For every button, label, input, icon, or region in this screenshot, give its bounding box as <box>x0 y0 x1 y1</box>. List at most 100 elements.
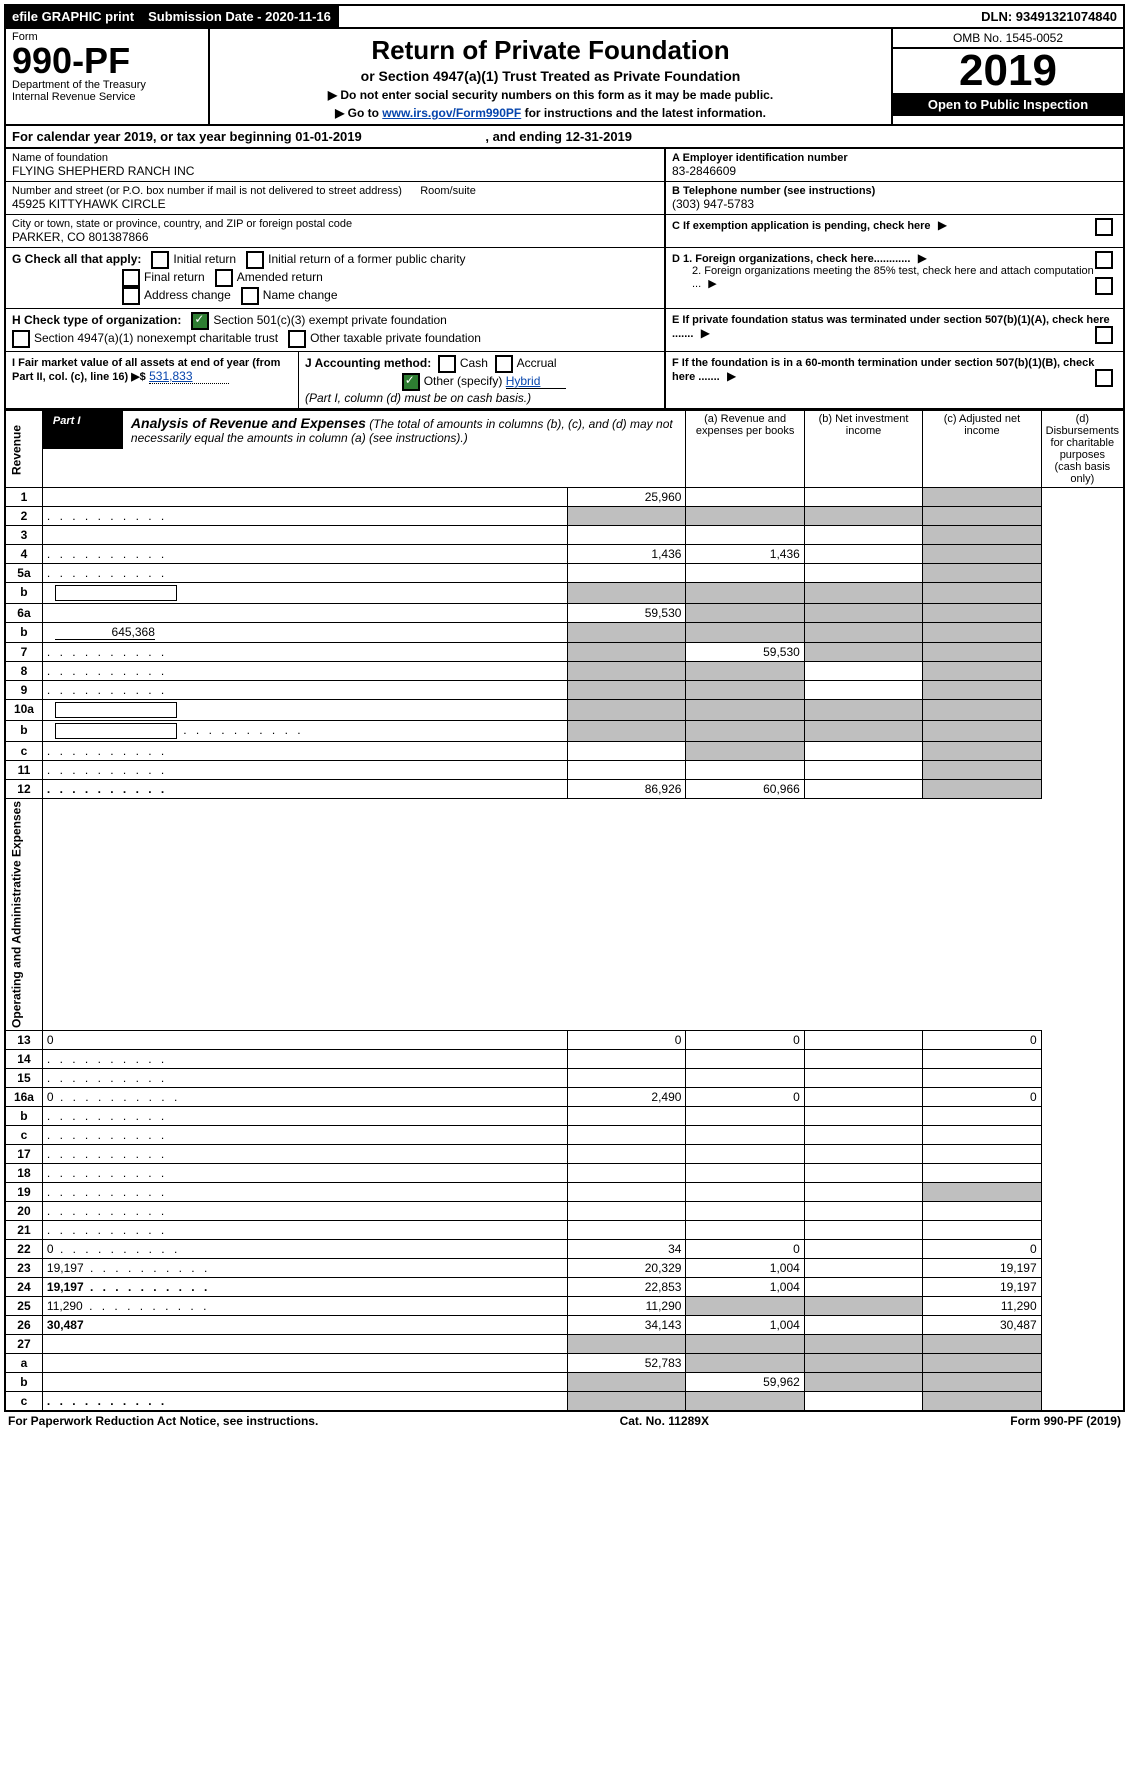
cell-c <box>804 1334 922 1353</box>
cal-mid: , and ending <box>482 129 566 144</box>
g-final-checkbox[interactable] <box>122 269 140 287</box>
form-link[interactable]: www.irs.gov/Form990PF <box>382 106 521 120</box>
j-note: (Part I, column (d) must be on cash basi… <box>305 391 531 405</box>
table-row: a52,783 <box>5 1353 1124 1372</box>
cell-d <box>923 721 1041 742</box>
table-row: b59,962 <box>5 1372 1124 1391</box>
cell-d <box>923 1220 1041 1239</box>
cell-c <box>804 761 922 780</box>
g-address-checkbox[interactable] <box>122 287 140 305</box>
line-number: 26 <box>5 1315 42 1334</box>
table-row: 18 <box>5 1163 1124 1182</box>
f-checkbox[interactable] <box>1095 369 1113 387</box>
header-right: OMB No. 1545-0052 2019 Open to Public In… <box>891 29 1123 124</box>
c-checkbox[interactable] <box>1095 218 1113 236</box>
e-label: E If private foundation status was termi… <box>672 314 1110 340</box>
cell-a <box>568 1372 686 1391</box>
tel-cell: B Telephone number (see instructions) (3… <box>666 182 1123 215</box>
table-row: 6a59,530 <box>5 604 1124 623</box>
addr-value: 45925 KITTYHAWK CIRCLE <box>12 197 658 211</box>
cell-c <box>804 1315 922 1334</box>
d2-label: 2. Foreign organizations meeting the 85%… <box>692 265 1094 290</box>
g-amended-checkbox[interactable] <box>215 269 233 287</box>
cell-c <box>804 662 922 681</box>
cell-d <box>923 1125 1041 1144</box>
j-cash-checkbox[interactable] <box>438 355 456 373</box>
h-4947: Section 4947(a)(1) nonexempt charitable … <box>34 331 278 345</box>
cell-d <box>923 662 1041 681</box>
g-address: Address change <box>144 288 231 302</box>
cell-b: 59,962 <box>686 1372 804 1391</box>
d1-checkbox[interactable] <box>1095 251 1113 269</box>
cell-d <box>923 1182 1041 1201</box>
line-number: 14 <box>5 1049 42 1068</box>
g-final: Final return <box>144 270 205 284</box>
cell-a: 11,290 <box>568 1296 686 1315</box>
g-name: Name change <box>263 288 338 302</box>
cell-d <box>923 545 1041 564</box>
cell-a: 25,960 <box>568 488 686 507</box>
cell-c <box>804 1277 922 1296</box>
col-c-header: (c) Adjusted net income <box>923 411 1041 488</box>
line-desc <box>42 721 567 742</box>
line-desc <box>42 1334 567 1353</box>
h-other-checkbox[interactable] <box>288 330 306 348</box>
cell-a <box>568 1334 686 1353</box>
line-desc <box>42 1163 567 1182</box>
cell-c <box>804 721 922 742</box>
cell-b: 60,966 <box>686 780 804 799</box>
cell-d <box>923 623 1041 643</box>
instr2-pre: ▶ Go to <box>335 106 382 120</box>
table-row: 20 <box>5 1201 1124 1220</box>
expenses-section-label: Operating and Administrative Expenses <box>5 799 42 1031</box>
city-value: PARKER, CO 801387866 <box>12 230 658 244</box>
d2-checkbox[interactable] <box>1095 277 1113 295</box>
cell-a: 59,530 <box>568 604 686 623</box>
line-number: 12 <box>5 780 42 799</box>
line-number: c <box>5 1125 42 1144</box>
foundation-name: FLYING SHEPHERD RANCH INC <box>12 164 658 178</box>
dept: Department of the Treasury <box>12 79 202 91</box>
line-number: 2 <box>5 507 42 526</box>
line-number: 13 <box>5 1030 42 1049</box>
cell-c <box>804 1049 922 1068</box>
h-501c3-checkbox[interactable] <box>191 312 209 330</box>
j-other-checkbox[interactable] <box>402 373 420 391</box>
h-label: H Check type of organization: <box>12 313 181 327</box>
cell-a <box>568 507 686 526</box>
g-name-checkbox[interactable] <box>241 287 259 305</box>
g-initial-checkbox[interactable] <box>151 251 169 269</box>
cell-d <box>923 583 1041 604</box>
cell-b <box>686 1049 804 1068</box>
page-footer: For Paperwork Reduction Act Notice, see … <box>4 1412 1125 1430</box>
form-number: 990-PF <box>12 43 202 79</box>
name-cell: Name of foundation FLYING SHEPHERD RANCH… <box>6 149 666 182</box>
cell-d <box>923 1049 1041 1068</box>
irs: Internal Revenue Service <box>12 91 202 103</box>
line-desc: 30,487 <box>42 1315 567 1334</box>
line-number: 23 <box>5 1258 42 1277</box>
cell-b <box>686 1334 804 1353</box>
line-number: 22 <box>5 1239 42 1258</box>
i-value[interactable]: 531,833 <box>149 369 229 384</box>
cell-a <box>568 623 686 643</box>
g-label: G Check all that apply: <box>12 252 141 266</box>
cell-b: 0 <box>686 1030 804 1049</box>
cell-b <box>686 1201 804 1220</box>
cell-d <box>923 761 1041 780</box>
line-number: 3 <box>5 526 42 545</box>
table-row: 2630,48734,1431,00430,487 <box>5 1315 1124 1334</box>
h-4947-checkbox[interactable] <box>12 330 30 348</box>
cell-c <box>804 1163 922 1182</box>
line-desc <box>42 1220 567 1239</box>
table-row: 2511,29011,29011,290 <box>5 1296 1124 1315</box>
cell-b <box>686 1163 804 1182</box>
g-initial-former-checkbox[interactable] <box>246 251 264 269</box>
j-accrual-checkbox[interactable] <box>495 355 513 373</box>
efile-label: efile GRAPHIC print <box>6 6 142 27</box>
cell-d: 30,487 <box>923 1315 1041 1334</box>
e-checkbox[interactable] <box>1095 326 1113 344</box>
cell-c <box>804 1106 922 1125</box>
line-desc <box>42 681 567 700</box>
cell-d <box>923 1353 1041 1372</box>
